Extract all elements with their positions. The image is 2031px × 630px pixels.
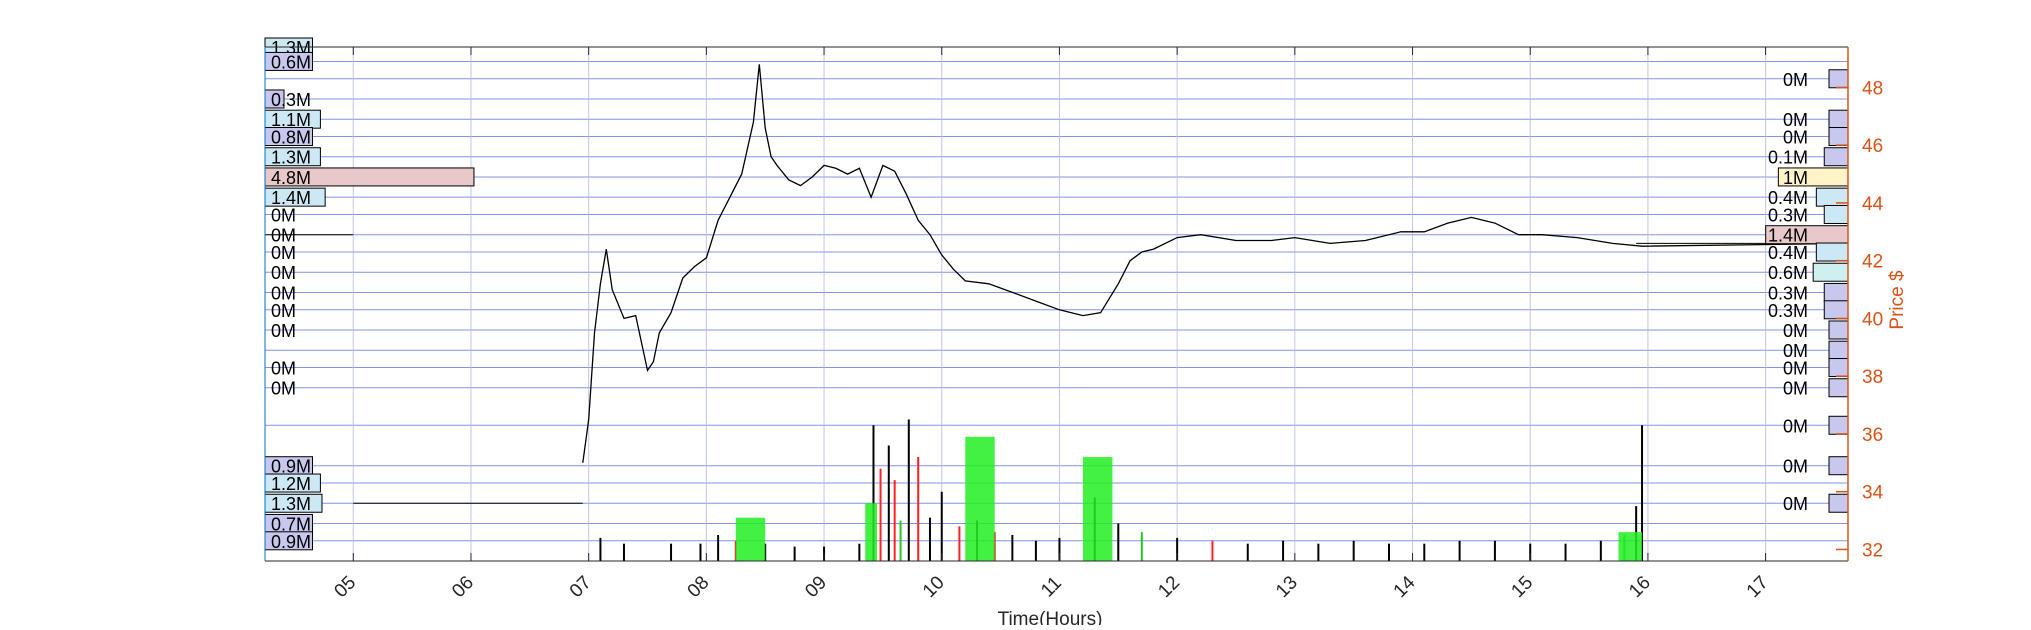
left-volume-label: 0M	[271, 226, 296, 246]
right-volume-bar	[1815, 242, 1849, 262]
y-tick-label: 34	[1862, 483, 1884, 504]
y-tick-label: 48	[1862, 78, 1883, 99]
left-volume-label: 0.6M	[271, 52, 311, 72]
right-volume-label: 0M	[1783, 321, 1808, 341]
y-tick-label: 40	[1862, 309, 1883, 330]
right-volume-label: 1.4M	[1768, 226, 1808, 246]
right-volume-label: 0M	[1783, 110, 1808, 130]
price-line	[582, 64, 1849, 463]
y-tick-label: 38	[1862, 367, 1883, 388]
y-tick-label: 42	[1862, 252, 1883, 273]
right-volume-bar	[1828, 415, 1849, 435]
x-tick-label: 06	[448, 572, 478, 602]
right-volume-bar	[1823, 147, 1849, 167]
x-tick-label: 16	[1625, 572, 1655, 602]
right-volume-label: 0.3M	[1768, 283, 1808, 303]
y-tick-label: 46	[1862, 136, 1883, 157]
right-volume-bar	[1828, 69, 1849, 89]
left-volume-labels: 1.3M0.6M0.3M1.1M0.8M1.3M4.8M1.4M0M0M0M0M…	[264, 37, 475, 552]
y-tick-label: 36	[1862, 425, 1883, 446]
left-volume-label: 0M	[271, 283, 296, 303]
left-volume-label: 1.3M	[271, 148, 311, 168]
left-volume-label: 0M	[271, 321, 296, 341]
profile-bar	[965, 436, 995, 561]
left-volume-label: 1.4M	[271, 188, 311, 208]
profile-bar	[1618, 532, 1643, 561]
right-volume-bar	[1828, 378, 1849, 398]
left-volume-label: 0M	[271, 243, 296, 263]
left-volume-label: 0M	[271, 359, 296, 379]
right-volume-label: 0M	[1783, 379, 1808, 399]
grid-layer	[265, 46, 1848, 561]
left-volume-label: 0.7M	[271, 514, 311, 534]
right-volume-bar	[1828, 109, 1849, 129]
volume-layer	[599, 419, 1644, 561]
y-tick-label: 44	[1862, 194, 1884, 215]
right-volume-labels: 0M0M0M0.1M1M0.4M0.3M1.4M0.4M0.6M0.3M0.3M…	[1765, 69, 1849, 514]
right-volume-label: 0M	[1783, 494, 1808, 514]
profile-bar	[1082, 457, 1113, 561]
right-volume-label: 1M	[1783, 168, 1808, 188]
x-tick-label: 17	[1743, 572, 1773, 602]
x-tick-label: 10	[919, 572, 949, 602]
right-volume-label: 0M	[1783, 128, 1808, 148]
left-volume-label: 0.3M	[271, 90, 311, 110]
right-volume-label: 0M	[1783, 341, 1808, 361]
right-volume-label: 0M	[1783, 416, 1808, 436]
left-volume-label: 1.2M	[271, 474, 311, 494]
right-volume-label: 0.3M	[1768, 301, 1808, 321]
right-volume-bar	[1812, 262, 1849, 282]
right-volume-bar	[1823, 300, 1849, 320]
x-tick-label: 12	[1154, 572, 1184, 602]
plot-area	[265, 47, 1848, 561]
left-volume-label: 0M	[271, 379, 296, 399]
left-volume-label: 4.8M	[271, 168, 311, 188]
left-volume-label: 0M	[271, 205, 296, 225]
price-layer	[582, 64, 1849, 463]
right-volume-label: 0M	[1783, 359, 1808, 379]
right-volume-bar	[1828, 358, 1849, 378]
x-tick-label: 11	[1037, 573, 1066, 602]
right-volume-label: 0.4M	[1768, 188, 1808, 208]
y-tick-label: 32	[1862, 540, 1883, 561]
profile-bar	[735, 517, 766, 561]
right-volume-label: 0.6M	[1768, 263, 1808, 283]
x-tick-label: 09	[801, 572, 831, 602]
right-volume-bar	[1828, 127, 1849, 147]
right-volume-bar	[1823, 204, 1849, 224]
profile-bar	[865, 503, 878, 561]
y-axis-label: Price $	[1887, 270, 1908, 330]
x-tick-label: 13	[1272, 572, 1302, 602]
right-volume-bar	[1828, 456, 1849, 476]
right-volume-bar	[1828, 320, 1849, 340]
right-volume-label: 0M	[1783, 457, 1808, 477]
right-volume-label: 0.3M	[1768, 205, 1808, 225]
left-volume-label: 0M	[271, 301, 296, 321]
right-volume-label: 0.4M	[1768, 243, 1808, 263]
right-volume-bar	[1823, 282, 1849, 302]
x-tick-label: 07	[566, 572, 596, 602]
left-volume-label: 1.1M	[271, 110, 311, 130]
left-volume-label: 1.3M	[271, 494, 311, 514]
x-tick-label: 08	[684, 572, 714, 602]
left-volume-label: 0.8M	[271, 128, 311, 148]
x-tick-label: 15	[1507, 572, 1537, 602]
x-tick-label: 05	[330, 572, 360, 602]
x-axis-label: Time(Hours)	[998, 609, 1103, 625]
left-volume-label: 0.9M	[271, 457, 311, 477]
left-volume-label: 0M	[271, 263, 296, 283]
right-volume-bar	[1828, 340, 1849, 360]
profile-layer	[735, 436, 1643, 561]
right-volume-label: 0M	[1783, 70, 1808, 90]
x-tick-label: 14	[1390, 572, 1420, 602]
left-volume-label: 0.9M	[271, 532, 311, 552]
right-volume-label: 0.1M	[1768, 148, 1808, 168]
right-volume-bar	[1828, 493, 1849, 513]
